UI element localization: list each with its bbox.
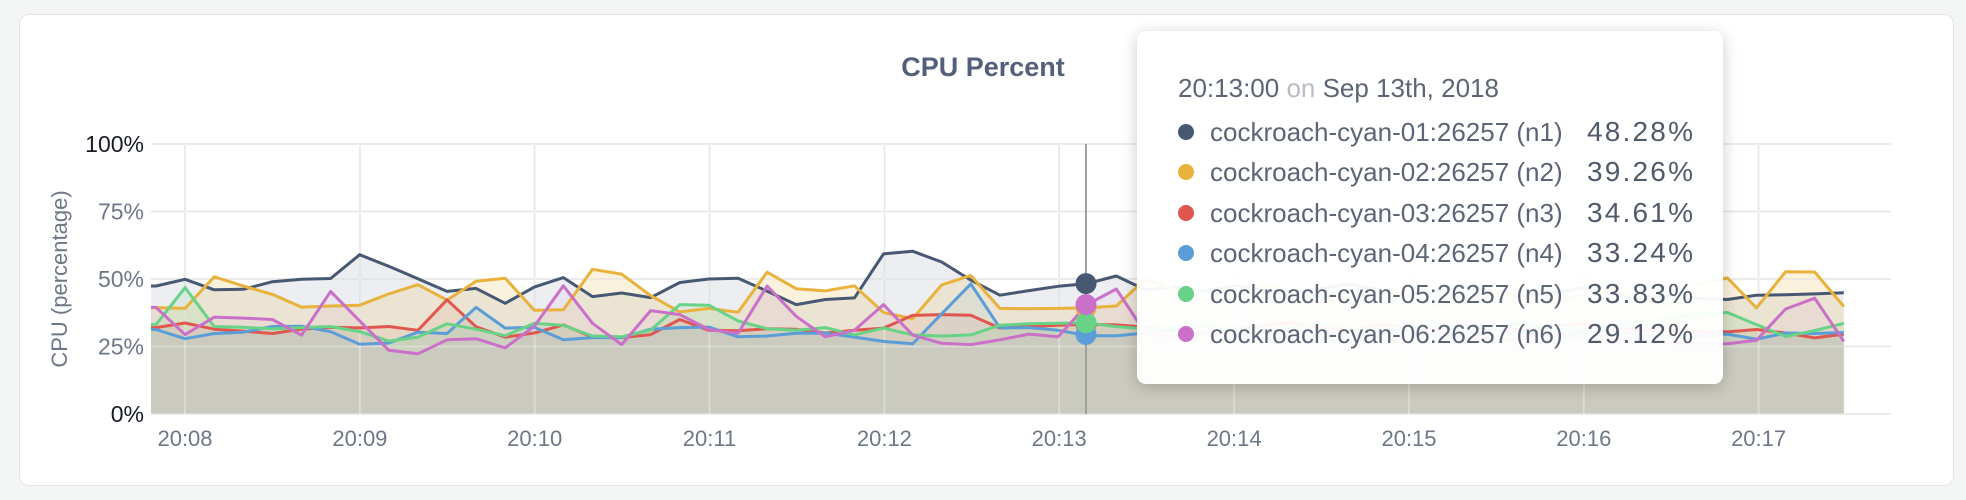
svg-text:CPU (percentage): CPU (percentage) <box>47 190 72 367</box>
svg-text:20:15: 20:15 <box>1381 426 1436 451</box>
svg-text:0%: 0% <box>111 401 144 427</box>
svg-text:20:08: 20:08 <box>157 426 212 451</box>
svg-text:20:10: 20:10 <box>507 426 562 451</box>
svg-text:20:12: 20:12 <box>857 426 912 451</box>
svg-text:25%: 25% <box>98 334 144 360</box>
svg-text:20:13: 20:13 <box>1032 426 1087 451</box>
svg-text:100%: 100% <box>85 131 144 157</box>
svg-text:20:16: 20:16 <box>1556 426 1611 451</box>
svg-text:75%: 75% <box>98 199 144 225</box>
svg-text:20:11: 20:11 <box>683 426 736 451</box>
svg-text:20:09: 20:09 <box>332 426 387 451</box>
svg-text:50%: 50% <box>98 266 144 292</box>
svg-text:20:17: 20:17 <box>1731 426 1786 451</box>
svg-text:20:14: 20:14 <box>1207 426 1262 451</box>
